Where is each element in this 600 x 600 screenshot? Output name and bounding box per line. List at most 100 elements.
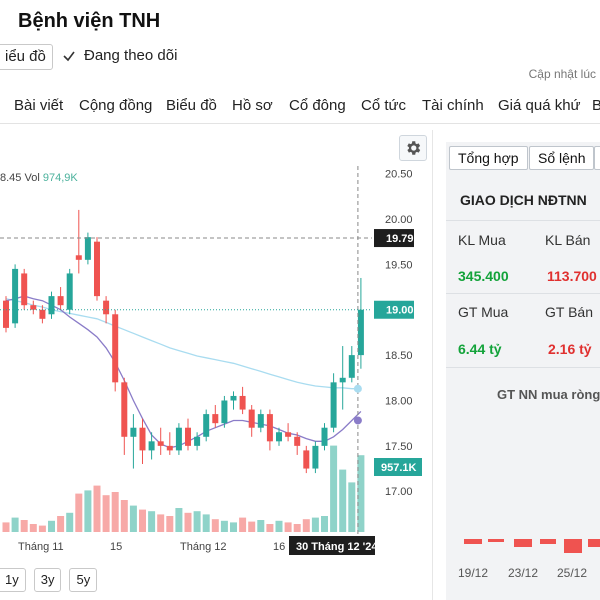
volume-bar [2, 522, 10, 532]
candle-body [39, 309, 46, 319]
candle-body [303, 450, 310, 469]
x-axis-label: Tháng 11 [18, 541, 64, 553]
nav-item-finance[interactable]: Tài chính [422, 97, 484, 114]
volume-bar [139, 509, 146, 532]
nav-item-dividends[interactable]: Cổ tức [361, 97, 407, 114]
candle-body [230, 395, 237, 401]
ohlc-info: 8.45 Vol 974,9K [0, 172, 78, 184]
volume-bar [11, 517, 19, 532]
tab-more[interactable] [594, 146, 600, 170]
volume-bar [111, 492, 119, 532]
candle-body [339, 377, 346, 383]
price-tick-label: 18.00 [385, 395, 413, 407]
volume-bar [57, 516, 65, 532]
date-label: 19/12 [458, 566, 489, 580]
volume-bar [175, 508, 183, 532]
candle-body [12, 268, 19, 324]
page-title: Bệnh viện TNH [18, 10, 161, 32]
candle-body [30, 305, 37, 310]
volume-bar [266, 524, 274, 532]
foreign-trade-panel [446, 142, 600, 600]
kl-mua-label: KL Mua [458, 232, 506, 248]
volume-bar [29, 524, 37, 532]
volume-bar [211, 519, 219, 532]
update-note: Cập nhật lúc [528, 67, 596, 81]
x-axis-label: 15 [110, 541, 122, 553]
follow-label: Đang theo dõi [84, 47, 178, 64]
vol-label: Vol [24, 172, 40, 184]
net-buy-bar [564, 539, 582, 553]
crosshair-date-tag [289, 536, 375, 555]
crosshair-price-label: 19.79 [386, 233, 414, 245]
crosshair-price-tag [374, 229, 414, 248]
ma-fast-marker [353, 416, 362, 425]
candle-body [239, 395, 246, 410]
candle-body [185, 427, 191, 446]
nav-bar: Bài viết Cộng đồng Biểu đồ Hồ sơ Cổ đông… [0, 88, 600, 124]
volume-bar [348, 482, 356, 532]
candle-body [294, 436, 301, 446]
ma-slow-marker [353, 384, 362, 393]
tab-order-book[interactable]: Sổ lệnh [529, 146, 595, 170]
volume-bar [184, 512, 192, 532]
x-axis-label: 16 [273, 541, 285, 553]
gt-mua-label: GT Mua [458, 304, 509, 320]
candle-body [94, 241, 100, 297]
volume-bar [93, 485, 101, 532]
candle-body [75, 255, 82, 260]
last-price-tag [374, 300, 414, 319]
volume-bar [66, 512, 74, 532]
follow-button[interactable]: Đang theo dõi [62, 47, 177, 64]
net-buy-bar [588, 539, 600, 547]
volume-bar [357, 455, 365, 532]
ma-slow-line [5, 298, 361, 390]
candle-body [166, 445, 173, 451]
volume-bar [275, 520, 283, 532]
nav-item-community[interactable]: Cộng đồng [79, 97, 153, 114]
volume-bar [193, 511, 201, 532]
nav-item-profile[interactable]: Hồ sơ [232, 97, 273, 114]
range-buttons: 1y 3y 5y [0, 568, 98, 592]
candle-body [130, 427, 137, 437]
candle-body [48, 296, 55, 315]
price-tick-label: 17.50 [385, 441, 413, 453]
nav-item-shareholders[interactable]: Cổ đông [289, 97, 346, 114]
candlestick-chart[interactable]: 20.50 20.00 19.50 19.00 18.50 18.00 17.50 17.00… [0, 130, 430, 570]
candle-body [103, 300, 110, 315]
volume-bar [84, 490, 92, 532]
x-axis-label: Tháng 12 [180, 541, 226, 553]
volume-bar [202, 514, 210, 532]
gt-mua-value: 6.44 tỷ [458, 341, 502, 357]
volume-bar [38, 525, 46, 532]
crosshair-date-label: 30 Tháng 12 '24 [296, 541, 378, 553]
volume-bar [157, 514, 165, 532]
nav-item-posts[interactable]: Bài viết [14, 97, 64, 114]
volume-bar [339, 469, 347, 532]
volume-bar [102, 495, 110, 532]
candle-body [330, 382, 337, 428]
candle-body [257, 414, 264, 428]
price-tick-label: 18.50 [385, 350, 413, 362]
price-tick-label: 19.50 [385, 259, 413, 271]
volume-bar [75, 493, 83, 532]
range-5y-button[interactable]: 5y [69, 568, 98, 592]
last-volume-tag [374, 458, 422, 476]
volume-bar [220, 520, 228, 532]
chart-button[interactable]: iểu đồ [0, 44, 53, 70]
chart-settings-button[interactable] [399, 135, 427, 161]
divider [446, 220, 600, 221]
divider [446, 293, 600, 294]
volume-bar [239, 517, 247, 532]
candle-body [175, 427, 182, 451]
volume-bar [129, 505, 137, 532]
candle-body [84, 237, 91, 260]
net-buy-title: GT NN mua ròng [497, 387, 600, 402]
candle-body [312, 445, 319, 469]
nav-item-price-history[interactable]: Giá quá khứ [498, 97, 581, 114]
candle-body [276, 432, 282, 442]
tab-summary[interactable]: Tổng hợp [449, 146, 528, 170]
range-3y-button[interactable]: 3y [33, 568, 62, 592]
range-1y-button[interactable]: 1y [0, 568, 26, 592]
nav-item-more[interactable]: B [592, 97, 600, 114]
nav-item-chart[interactable]: Biểu đồ [166, 97, 217, 114]
